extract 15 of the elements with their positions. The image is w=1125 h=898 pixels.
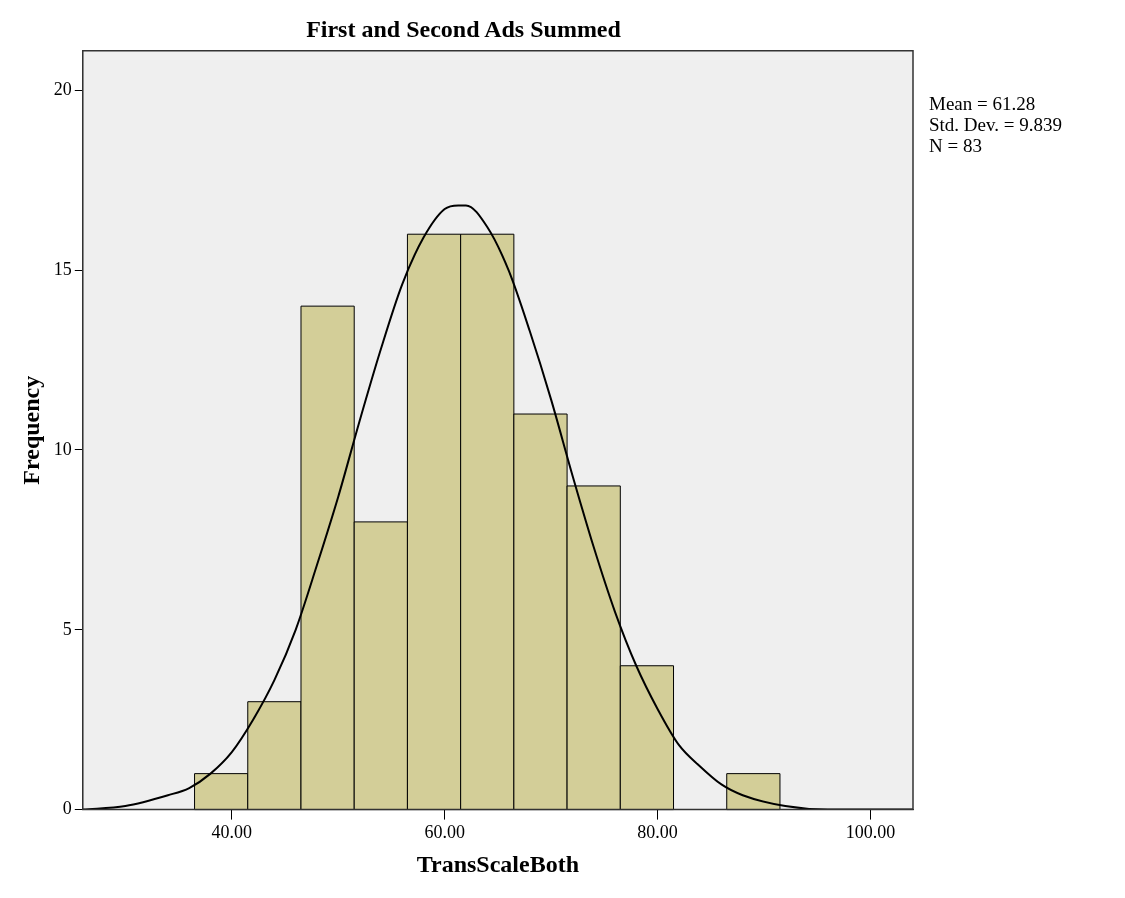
text: Std. Dev. = 9.839	[929, 114, 1062, 136]
x-tick-label: 80.00	[637, 822, 678, 843]
x-tick-label: 60.00	[424, 822, 465, 843]
text: Mean = 61.28	[929, 93, 1036, 115]
y-tick-label: 20	[53, 79, 72, 100]
y-tick-label: 15	[53, 258, 72, 279]
x-tick-label: 100.00	[845, 822, 896, 843]
y-axis-title: Frequency	[17, 375, 44, 485]
y-tick-label: 10	[53, 438, 72, 459]
text: N = 83	[929, 135, 982, 157]
y-tick-label: 0	[62, 798, 72, 819]
x-axis-title: TransScaleBoth	[416, 850, 580, 877]
x-tick-label: 40.00	[211, 822, 253, 843]
chart-title: First and Second Ads Summed	[306, 15, 622, 42]
y-tick-label: 5	[62, 618, 72, 639]
